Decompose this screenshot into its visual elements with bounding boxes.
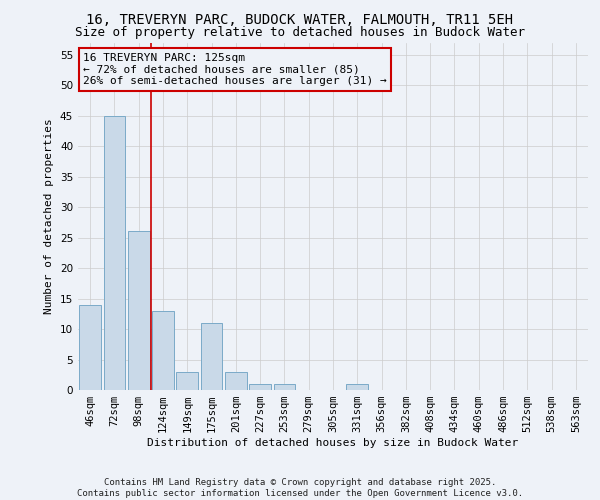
Text: Size of property relative to detached houses in Budock Water: Size of property relative to detached ho…	[75, 26, 525, 39]
Bar	[79, 304, 101, 390]
Text: 16 TREVERYN PARC: 125sqm
← 72% of detached houses are smaller (85)
26% of semi-d: 16 TREVERYN PARC: 125sqm ← 72% of detach…	[83, 53, 387, 86]
Bar	[128, 232, 149, 390]
Bar	[346, 384, 368, 390]
X-axis label: Distribution of detached houses by size in Budock Water: Distribution of detached houses by size …	[148, 438, 518, 448]
Bar	[225, 372, 247, 390]
Bar	[104, 116, 125, 390]
Y-axis label: Number of detached properties: Number of detached properties	[44, 118, 55, 314]
Text: Contains HM Land Registry data © Crown copyright and database right 2025.
Contai: Contains HM Land Registry data © Crown c…	[77, 478, 523, 498]
Bar	[274, 384, 295, 390]
Bar	[152, 310, 174, 390]
Text: 16, TREVERYN PARC, BUDOCK WATER, FALMOUTH, TR11 5EH: 16, TREVERYN PARC, BUDOCK WATER, FALMOUT…	[86, 12, 514, 26]
Bar	[200, 323, 223, 390]
Bar	[176, 372, 198, 390]
Bar	[249, 384, 271, 390]
